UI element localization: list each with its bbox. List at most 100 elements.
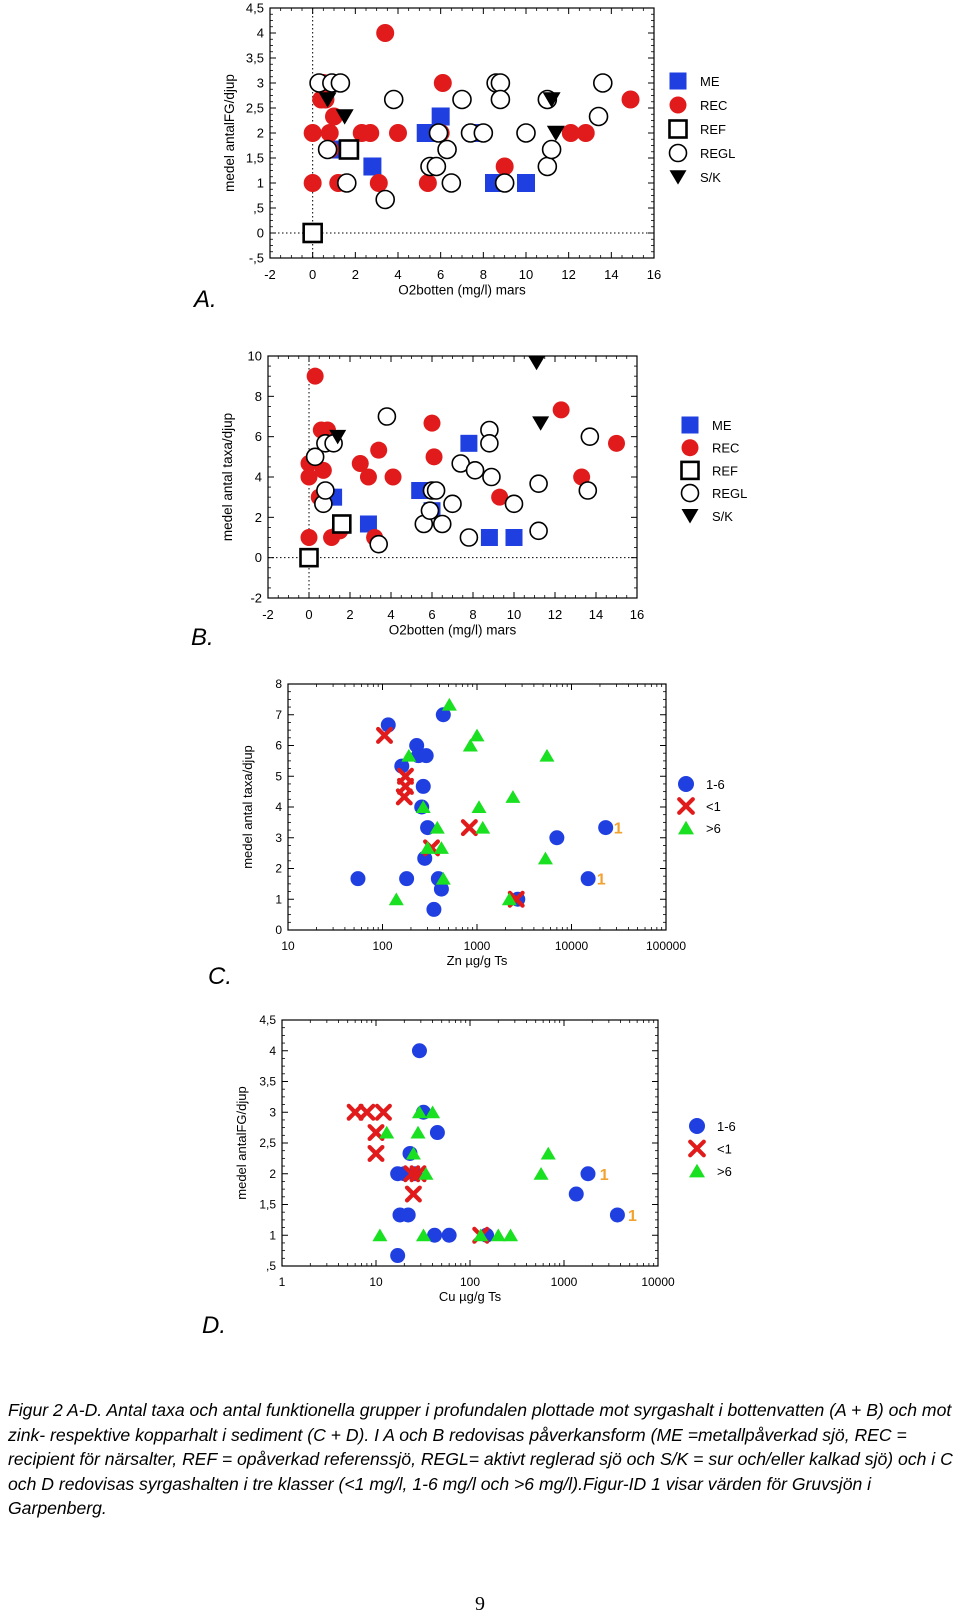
data-point-sk xyxy=(335,109,354,125)
legend-label-me: ME xyxy=(712,418,732,433)
data-point-regl xyxy=(452,89,472,110)
y-tick-label: 3 xyxy=(275,831,282,845)
data-point-gt6 xyxy=(462,738,478,752)
legend: ME REC REF REGL S/K xyxy=(668,72,735,185)
data-point-gt6 xyxy=(533,1167,549,1180)
data-point-lt1 xyxy=(376,726,393,744)
y-tick-label: 5 xyxy=(275,769,282,783)
data-point-rec xyxy=(552,401,570,419)
x-tick-label: 10000 xyxy=(555,939,589,953)
x-tick-label: 12 xyxy=(548,607,562,622)
legend-marker-gt6 xyxy=(689,1163,705,1178)
y-axis-label: medel antalFG/djup xyxy=(234,1086,249,1199)
x-tick-label: 12 xyxy=(561,267,575,282)
data-point-regl xyxy=(490,89,511,110)
data-point-regl xyxy=(375,189,396,210)
x-tick-label: 16 xyxy=(647,267,661,282)
data-point-regl xyxy=(437,139,457,160)
data-point-gt6 xyxy=(473,1228,489,1242)
data-point-1-6 xyxy=(549,830,565,846)
y-tick-label: 1,5 xyxy=(259,1198,276,1212)
data-point-regl xyxy=(482,467,501,487)
y-axis-label: medel antalFG/djup xyxy=(222,74,237,192)
x-tick-label: 16 xyxy=(630,607,644,622)
data-point-gt6 xyxy=(433,841,449,854)
data-point-regl xyxy=(592,73,613,93)
legend-marker-regl xyxy=(668,143,688,163)
data-point-ref xyxy=(299,547,319,568)
legend-label-lt1: <1 xyxy=(717,1142,732,1157)
x-axis-label: Zn µg/g Ts xyxy=(447,953,508,968)
panel-label-b: B. xyxy=(191,624,214,651)
data-point-regl xyxy=(504,494,524,514)
data-point-gt6 xyxy=(425,1105,441,1119)
x-tick-label: 1000 xyxy=(464,939,491,953)
y-tick-label: 0 xyxy=(255,550,262,565)
data-point-sk xyxy=(546,125,565,142)
data-point-regl xyxy=(426,156,447,177)
x-tick-label: 100 xyxy=(460,1275,480,1289)
data-point-regl xyxy=(441,173,462,193)
data-points xyxy=(299,355,625,568)
legend-label-regl: REGL xyxy=(700,146,735,161)
data-point-1-6 xyxy=(568,1186,584,1202)
data-point-regl xyxy=(537,156,558,177)
data-point-rec xyxy=(433,74,452,92)
data-point-1-6 xyxy=(411,1043,427,1059)
data-point-1-6 xyxy=(418,748,434,764)
data-point-regl xyxy=(316,481,335,500)
data-point-ref xyxy=(338,139,360,160)
chart-panel-c: 10 100 1000 10000 100000 0 1 2 3 4 5 6 7 8 Zn µg/g Ts m… xyxy=(240,677,725,968)
data-point-rec xyxy=(303,124,322,142)
data-point-gt6 xyxy=(539,748,555,762)
y-tick-label: 1 xyxy=(269,1228,276,1242)
data-point-me xyxy=(460,434,478,452)
data-point-regl xyxy=(541,139,562,160)
x-tick-label: 1 xyxy=(279,1275,286,1289)
data-point-rec xyxy=(423,414,441,432)
x-tick-label: 0 xyxy=(309,267,316,282)
data-point-gt6 xyxy=(415,800,431,813)
x-tick-label: 10 xyxy=(281,939,295,953)
legend: 1-6 <1 >6 xyxy=(677,776,725,836)
y-tick-label: -,5 xyxy=(249,251,264,266)
data-point-ref xyxy=(302,222,323,244)
data-point-rec xyxy=(314,461,332,479)
legend-marker-rec xyxy=(669,96,687,114)
x-tick-label: 8 xyxy=(480,267,487,282)
data-point-rec xyxy=(389,124,407,142)
data-point-rec xyxy=(361,124,380,142)
data-point-regl xyxy=(529,474,548,493)
data-point-rec xyxy=(369,174,388,192)
data-point-rec xyxy=(425,448,443,466)
data-point-rec xyxy=(621,90,640,109)
legend: 1-6 <1 >6 xyxy=(688,1118,736,1179)
data-point-sk xyxy=(318,92,337,108)
panel-label-d: D. xyxy=(202,1312,226,1339)
data-point-gt6 xyxy=(411,1105,427,1119)
y-tick-label: 4 xyxy=(257,26,264,41)
y-tick-label: 3 xyxy=(257,76,264,91)
legend-marker-regl xyxy=(680,483,700,503)
y-tick-label: 10 xyxy=(248,349,262,364)
y-tick-label: -2 xyxy=(250,591,262,606)
data-point-1-6 xyxy=(580,871,596,887)
data-point-lt1 xyxy=(395,788,413,806)
data-point-regl xyxy=(369,534,389,554)
data-points xyxy=(350,697,614,917)
x-tick-label: 10 xyxy=(519,267,533,282)
data-point-sk xyxy=(329,429,347,445)
data-point-ref xyxy=(331,514,352,534)
data-point-regl xyxy=(383,89,404,110)
data-point-gt6 xyxy=(540,1146,556,1160)
data-point-regl xyxy=(432,514,452,534)
data-point-sk xyxy=(542,92,561,108)
data-point-1-6 xyxy=(426,901,442,917)
y-tick-label: 0 xyxy=(257,226,264,241)
x-tick-label: 8 xyxy=(469,607,476,622)
legend-marker-lt1 xyxy=(688,1139,706,1158)
data-point-regl xyxy=(490,73,511,93)
data-point-regl xyxy=(494,173,515,193)
data-point-gt6 xyxy=(410,1125,426,1139)
